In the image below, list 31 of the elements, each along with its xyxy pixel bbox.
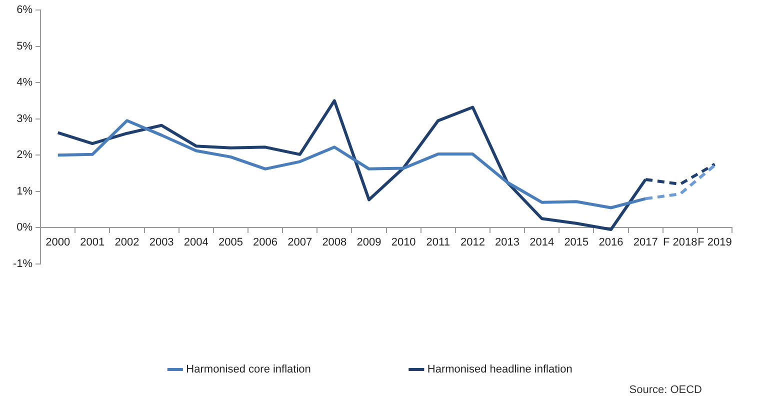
x-tick-label: 2003 [149, 236, 174, 248]
x-tick-label: 2004 [184, 236, 208, 248]
source-note: Source: OECD [629, 384, 702, 396]
y-tick-label: 3% [16, 112, 33, 125]
x-tick-label: 2000 [46, 236, 70, 248]
legend-label: Harmonised headline inflation [427, 364, 572, 376]
x-tick-label: 2016 [598, 236, 624, 248]
y-tick-label: 1% [16, 185, 33, 198]
y-tick-label: 5% [16, 40, 33, 52]
y-tick-label: 4% [16, 76, 33, 89]
x-tick-label: 2002 [114, 236, 140, 248]
x-tick-label: 2001 [80, 236, 105, 248]
x-tick-label: 2011 [426, 236, 450, 248]
x-tick-label: 2007 [288, 236, 312, 248]
x-tick-label: 2010 [391, 236, 416, 248]
x-tick-label: 2012 [460, 236, 485, 248]
x-tick-label: 2013 [495, 236, 520, 248]
x-tick-label: 2009 [356, 236, 382, 248]
y-tick-label: 0% [16, 222, 33, 234]
legend-label: Harmonised core inflation [186, 364, 311, 376]
x-tick-label: 2014 [530, 236, 554, 248]
y-tick-label: 2% [16, 149, 33, 162]
x-tick-label: 2017 [633, 236, 658, 248]
x-tick-label: 2005 [218, 236, 243, 248]
y-tick-label: -1% [13, 258, 33, 270]
x-tick-label: F 2018 [663, 236, 698, 248]
x-tick-label: 2006 [253, 236, 278, 248]
x-tick-label: 2008 [322, 236, 347, 248]
x-tick-label: 2015 [564, 236, 589, 248]
x-tick-label: F 2019 [698, 236, 732, 248]
y-tick-label: 6% [16, 4, 33, 16]
